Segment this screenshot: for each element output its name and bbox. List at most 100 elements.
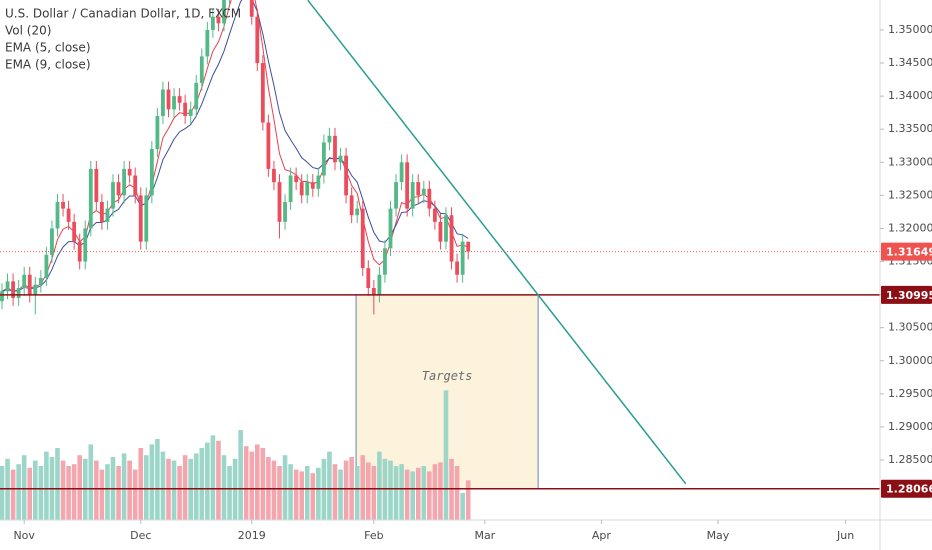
x-tick-label: Apr <box>592 529 612 542</box>
candle-body <box>260 63 265 123</box>
volume-bar <box>121 453 127 520</box>
candle-body <box>188 109 193 116</box>
candle-body <box>155 115 160 150</box>
volume-bar <box>138 448 144 520</box>
volume-bar <box>193 453 199 520</box>
volume-bar <box>105 464 110 520</box>
price-badge <box>881 479 932 498</box>
candle-body <box>205 29 210 57</box>
volume-bar <box>465 480 471 520</box>
y-tick-label: 1.29500 <box>888 387 932 400</box>
volume-bar <box>299 471 304 520</box>
candle-body <box>266 122 271 169</box>
y-tick-label: 1.30000 <box>888 354 932 367</box>
candle-body <box>466 241 471 252</box>
candle-body <box>394 182 398 209</box>
candle-body <box>305 182 310 196</box>
candle-body <box>38 278 43 285</box>
x-tick-label: Jun <box>836 529 854 542</box>
volume-bar <box>365 462 371 520</box>
volume-bar <box>354 466 360 520</box>
candle-body <box>166 89 171 110</box>
trendline <box>307 0 687 485</box>
candle-body <box>94 168 99 202</box>
candle-body <box>316 175 321 189</box>
volume-bar <box>249 451 255 520</box>
volume-bar <box>0 466 5 520</box>
volume-bar <box>66 466 71 520</box>
candle-body <box>77 241 82 262</box>
candle-body <box>27 274 32 295</box>
y-tick-label: 1.34500 <box>888 56 932 69</box>
candle-body <box>177 96 182 103</box>
volume-bar <box>432 464 438 520</box>
candle-body <box>288 175 293 202</box>
chart-title: U.S. Dollar / Canadian Dollar, 1D, FXCM <box>5 7 241 21</box>
legend-entry: EMA (9, close) <box>5 58 91 72</box>
volume-bar <box>254 444 260 520</box>
candle-body <box>460 241 465 275</box>
volume-bar <box>271 460 277 520</box>
candle-body <box>444 215 448 242</box>
candle-body <box>33 284 38 295</box>
volume-bar <box>404 469 410 520</box>
volume-bar <box>460 493 465 520</box>
y-tick-label: 1.28500 <box>888 453 932 466</box>
candle-body <box>216 16 221 24</box>
candle-body <box>355 208 360 216</box>
volume-bar <box>393 466 399 520</box>
y-tick-label: 1.30500 <box>888 321 932 334</box>
volume-bar <box>71 464 77 520</box>
x-tick-label: May <box>707 529 730 542</box>
volume-bar <box>216 440 221 520</box>
y-tick-label: 1.32500 <box>888 188 932 201</box>
candle-body <box>360 208 365 269</box>
volume-bar <box>360 455 366 520</box>
candle-body <box>5 281 10 292</box>
volume-bar <box>210 435 216 520</box>
candle-body <box>421 188 426 196</box>
candle-body <box>116 182 121 196</box>
candle-body <box>122 168 126 196</box>
candle-body <box>349 195 354 216</box>
volume-bar <box>399 464 404 520</box>
candle-body <box>283 201 287 222</box>
candle-body <box>432 208 437 222</box>
y-tick-label: 1.33500 <box>888 122 932 135</box>
candle-body <box>383 248 387 275</box>
y-tick-label: 1.35000 <box>888 23 932 36</box>
volume-bar <box>32 460 38 520</box>
volume-bar <box>343 460 349 520</box>
volume-bar <box>132 469 138 520</box>
y-tick-label: 1.29000 <box>888 420 932 433</box>
candle-body <box>388 208 393 249</box>
candle-body <box>222 0 226 24</box>
candle-body <box>405 162 410 209</box>
volume-bar <box>338 469 343 520</box>
candle-body <box>72 221 77 242</box>
volume-bar <box>94 460 99 520</box>
volume-bar <box>293 469 299 520</box>
volume-bar <box>171 460 177 520</box>
candle-body <box>327 135 332 143</box>
volume-bar <box>160 451 166 520</box>
candle-body <box>410 182 415 209</box>
volume-bar <box>143 455 149 520</box>
x-tick-label: Feb <box>364 529 383 542</box>
candle-body <box>338 155 343 163</box>
volume-bar <box>327 451 332 520</box>
volume-bar <box>221 455 227 520</box>
candle-body <box>44 254 49 279</box>
volume-bar <box>443 390 449 520</box>
volume-bar <box>116 466 121 520</box>
volume-bar <box>310 473 316 520</box>
candle-body <box>99 201 104 222</box>
volume-bar <box>371 466 377 520</box>
candle-body <box>111 182 115 209</box>
volume-bar <box>377 451 382 520</box>
target-label: Targets <box>422 369 473 383</box>
price-badge <box>881 242 932 261</box>
candle-body <box>399 162 404 183</box>
